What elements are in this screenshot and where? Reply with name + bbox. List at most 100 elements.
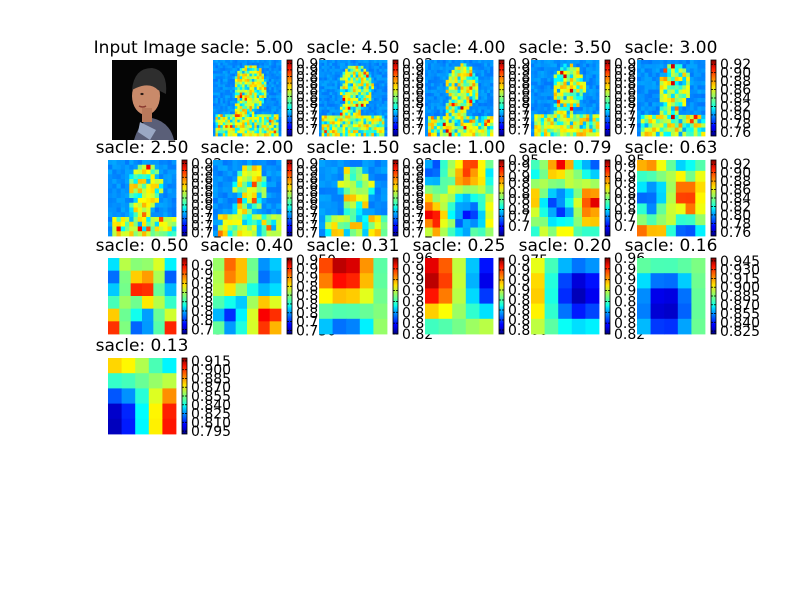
heatmap-cell [448, 63, 453, 67]
heatmap-cell [171, 174, 177, 180]
heatmap-cell [271, 87, 275, 91]
heatmap-cell [150, 169, 156, 175]
heatmap-cell [576, 70, 580, 75]
heatmap-cell [540, 67, 545, 72]
panel-title: sacle: 0.63 [625, 138, 718, 158]
heatmap-cell [363, 130, 367, 134]
panel-title: sacle: 4.50 [307, 38, 400, 58]
heatmap-cell [478, 83, 482, 87]
heatmap-cell [125, 202, 130, 208]
heatmap-cell [481, 89, 485, 94]
heatmap-cell [329, 121, 333, 125]
heatmap-cell [547, 92, 551, 97]
heatmap-cell [249, 119, 253, 123]
heatmap-cell [251, 70, 255, 74]
heatmap-cell [276, 170, 282, 177]
heatmap-cell [569, 128, 574, 133]
heatmap-cell [648, 76, 653, 82]
heatmap-cell [531, 132, 535, 137]
heatmap-cell [445, 63, 450, 67]
heatmap-cell [244, 103, 248, 107]
heatmap-cell [164, 258, 177, 272]
heatmap-cell [321, 95, 325, 99]
heatmap-cell [167, 160, 173, 166]
heatmap-cell [652, 72, 657, 78]
heatmap-cell [278, 73, 282, 77]
heatmap-cell [234, 87, 238, 91]
heatmap-cell [222, 192, 228, 199]
heatmap-cell [425, 63, 429, 67]
heatmap-cell [112, 202, 117, 208]
heatmap-cell [457, 93, 461, 97]
heatmap-cell [363, 74, 367, 78]
heatmap-cell [356, 187, 363, 195]
heatmap-cell [353, 62, 357, 67]
heatmap-cell [271, 62, 275, 66]
heatmap-cell [347, 74, 351, 78]
heatmap-cell [379, 80, 383, 84]
heatmap-cell [652, 76, 657, 82]
heatmap-cell [133, 226, 139, 232]
heatmap-cell [254, 95, 258, 99]
heatmap-cell [273, 95, 277, 99]
heatmap-cell [217, 187, 224, 193]
heatmap-cell [537, 114, 542, 119]
heatmap-cell [448, 116, 453, 120]
heatmap-cell [217, 81, 221, 85]
heatmap-cell [154, 226, 160, 232]
heatmap-cell [590, 217, 600, 227]
heatmap-cell [266, 122, 270, 126]
colorbar-tick-label: 0.80 [720, 108, 751, 124]
heatmap-cell [217, 176, 224, 183]
heatmap-cell [652, 98, 657, 103]
heatmap-cell [472, 129, 476, 134]
heatmap-cell [566, 63, 571, 68]
heatmap-cell [457, 106, 461, 110]
heatmap-cells [531, 258, 600, 335]
heatmap-cell [355, 100, 359, 105]
heatmap-cell [271, 95, 275, 99]
heatmap-cell [363, 106, 367, 111]
heatmap-cell [350, 124, 354, 128]
heatmap-cell [220, 125, 224, 129]
heatmap-cell [337, 106, 341, 111]
heatmap-cell [119, 258, 132, 272]
heatmap-cell [129, 212, 134, 218]
heatmap-cell [230, 127, 233, 131]
heatmap-cell [463, 60, 467, 64]
heatmap-cell [254, 106, 258, 110]
heatmap-cell [244, 95, 248, 99]
heatmap-cell [560, 85, 564, 90]
heatmap-cell [366, 77, 370, 81]
heatmap-cell [150, 183, 156, 189]
heatmap-cell [566, 67, 571, 72]
heatmap-cell [154, 207, 160, 213]
heatmap-cell [353, 86, 357, 90]
heatmap-cell [256, 84, 260, 88]
heatmap-cell [133, 164, 139, 170]
heatmap-cell [116, 231, 122, 237]
heatmap-cell [637, 119, 642, 124]
heatmap-cell [167, 198, 173, 204]
heatmap-cell [440, 168, 449, 178]
heatmap-cell [592, 74, 597, 79]
heatmap-cell [586, 60, 590, 65]
heatmap-cell [153, 308, 166, 322]
heatmap-cell [425, 112, 429, 117]
heatmap-cell [691, 303, 706, 320]
heatmap-cell [273, 114, 277, 118]
heatmap-cell [337, 229, 345, 237]
heatmap-cell [119, 270, 132, 284]
heatmap-cell [163, 169, 168, 175]
heatmap-cell [368, 65, 372, 70]
heatmap-cell [235, 283, 248, 297]
heatmap-cell [368, 173, 376, 182]
heatmap-cell [442, 76, 447, 81]
heatmap-cell [213, 133, 216, 137]
heatmap-cell [359, 318, 374, 335]
heatmap-cell [271, 65, 275, 69]
heatmap-cell [701, 76, 706, 82]
heatmap-cell [589, 67, 593, 72]
heatmap-cell [445, 102, 450, 107]
heatmap-cell [585, 258, 600, 274]
